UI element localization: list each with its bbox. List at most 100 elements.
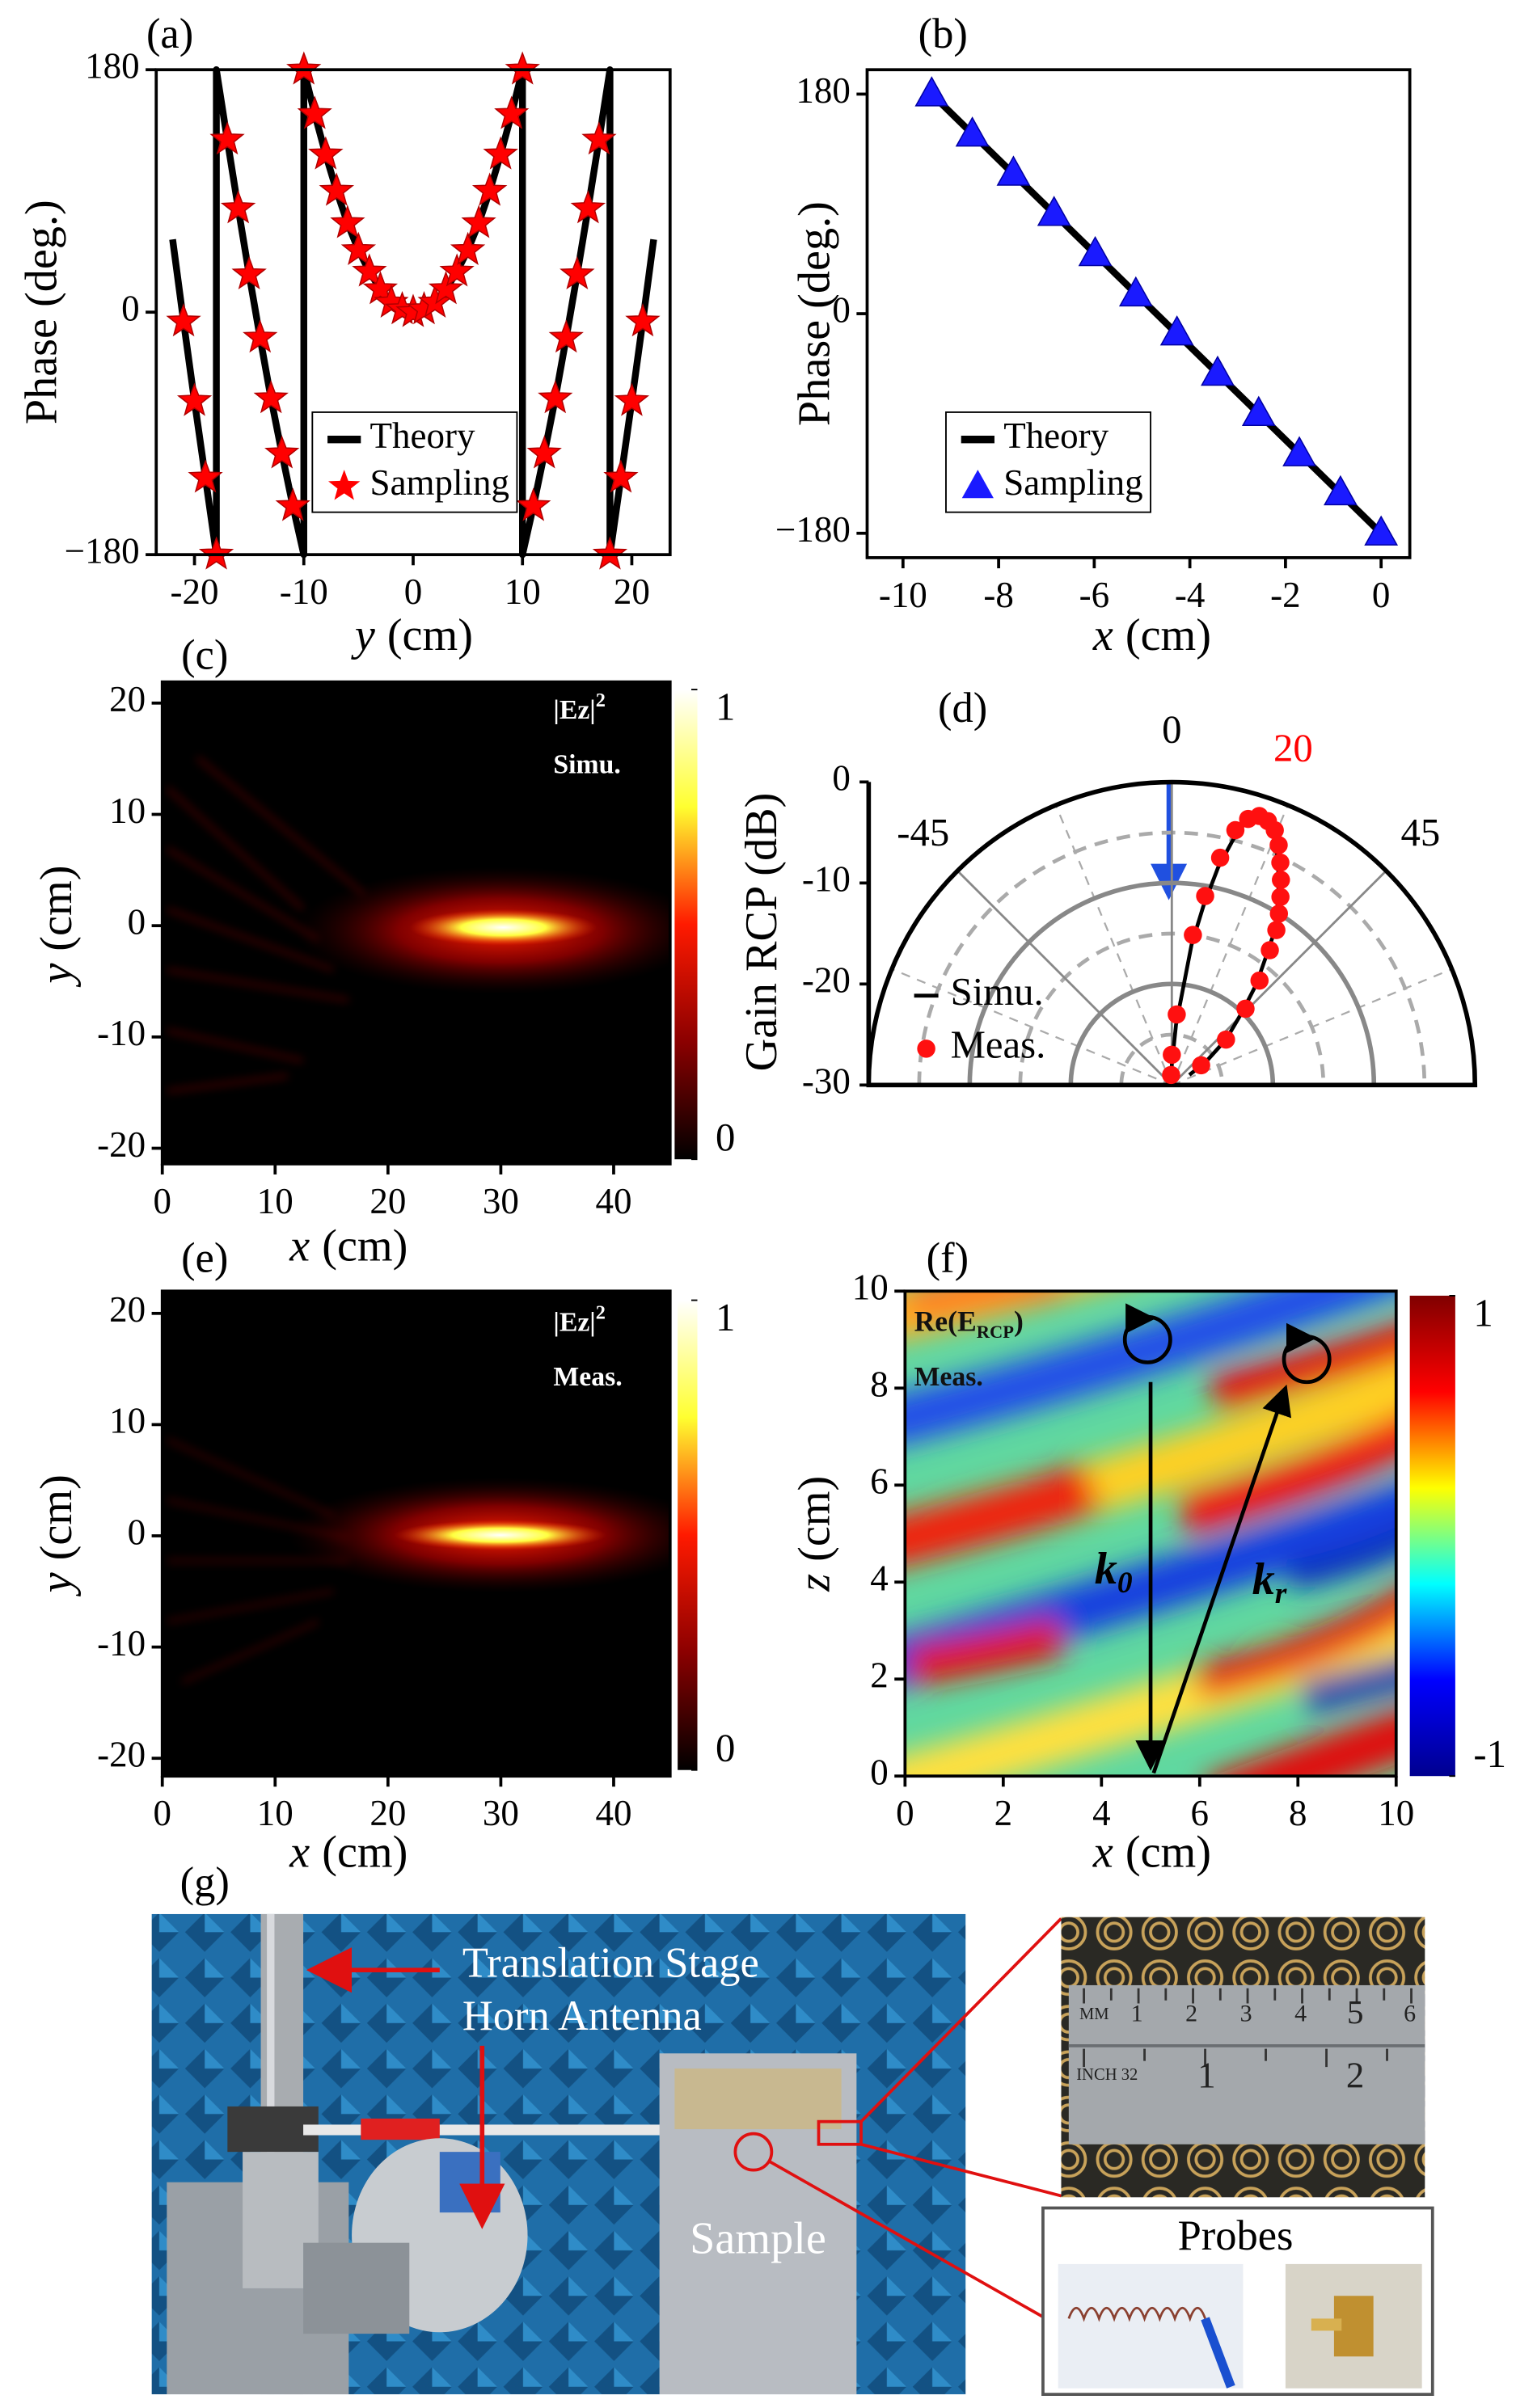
triangle-marker bbox=[1201, 355, 1235, 386]
text-part: (cm) bbox=[789, 1476, 839, 1562]
x-axis-label: x (cm) bbox=[1092, 1827, 1211, 1877]
triangle-marker bbox=[996, 155, 1031, 186]
x-tick-label: 0 bbox=[153, 1181, 171, 1221]
r-tick-label: -30 bbox=[802, 1061, 851, 1102]
data-point bbox=[1250, 971, 1269, 990]
star-marker bbox=[188, 459, 223, 493]
grid-spoke bbox=[1171, 870, 1387, 1086]
ruler-text: 1 bbox=[1131, 2000, 1143, 2026]
star-marker bbox=[625, 303, 661, 337]
colorbar-tick-label: 0 bbox=[716, 1115, 735, 1159]
legend-box bbox=[311, 411, 518, 513]
text-part: |Ez| bbox=[553, 1307, 595, 1337]
annotation: |Ez|2 bbox=[553, 690, 606, 725]
legend-label: Theory bbox=[1003, 415, 1108, 456]
connector bbox=[860, 2142, 1062, 2198]
data-point bbox=[1184, 926, 1202, 944]
y-tick-label: 8 bbox=[870, 1364, 889, 1405]
x-tick-label: 2 bbox=[994, 1793, 1013, 1833]
text-part: 2 bbox=[596, 1301, 606, 1323]
y-tick-label: 20 bbox=[109, 1289, 146, 1330]
data-point bbox=[1269, 836, 1288, 854]
text-part: RCP bbox=[977, 1322, 1014, 1342]
panel-label: (g) bbox=[180, 1859, 230, 1906]
data-point bbox=[1226, 820, 1245, 840]
ruler-text: 4 bbox=[1294, 2000, 1307, 2026]
minor-grid-spoke bbox=[1054, 804, 1173, 1086]
x-axis-label: x (cm) bbox=[1092, 610, 1211, 660]
x-tick-label: -20 bbox=[171, 571, 219, 612]
connector bbox=[767, 2159, 1047, 2321]
text-part: (cm) bbox=[32, 1474, 82, 1560]
x-tick-label: 6 bbox=[1191, 1793, 1210, 1833]
connector bbox=[859, 1917, 1062, 2123]
photo-label: Sample bbox=[690, 2214, 826, 2264]
y-tick-label: 10 bbox=[109, 1401, 146, 1441]
star-marker bbox=[340, 231, 377, 265]
plot-frame bbox=[903, 1289, 1398, 1778]
triangle-marker bbox=[1364, 515, 1399, 546]
star-marker bbox=[461, 205, 496, 238]
star-marker bbox=[352, 253, 387, 287]
star-marker bbox=[570, 190, 606, 224]
legend-label: Theory bbox=[370, 415, 475, 456]
vector-label: k0 bbox=[1095, 1544, 1133, 1600]
x-tick-label: 10 bbox=[257, 1793, 293, 1833]
x-tick-label: -2 bbox=[1270, 575, 1300, 615]
colorbar-tick-label: 1 bbox=[716, 1296, 735, 1339]
star-marker bbox=[231, 255, 267, 289]
star-marker bbox=[581, 121, 617, 155]
y-tick-label: 20 bbox=[109, 679, 146, 719]
ruler-text: MM bbox=[1079, 2005, 1109, 2023]
text-part: 2 bbox=[596, 690, 606, 711]
text-part: r bbox=[1275, 1577, 1287, 1610]
star-marker bbox=[198, 536, 234, 570]
triangle-marker bbox=[1241, 395, 1276, 427]
ruler-text: 5 bbox=[1347, 1993, 1364, 2031]
star-marker bbox=[264, 435, 300, 469]
y-tick-label: -20 bbox=[97, 1735, 146, 1775]
x-tick-label: 0 bbox=[404, 571, 422, 612]
annotation: Re(ERCP) bbox=[914, 1305, 1024, 1342]
legend-label: Simu. bbox=[951, 970, 1044, 1014]
data-point bbox=[1236, 999, 1255, 1018]
triangle-marker bbox=[1324, 474, 1358, 506]
x-tick-label: 0 bbox=[896, 1793, 914, 1833]
legend-swatch bbox=[961, 470, 994, 499]
y-axis-label: Phase (deg.) bbox=[16, 200, 66, 424]
x-tick-label: 40 bbox=[595, 1793, 631, 1833]
photo-label: Translation Stage bbox=[462, 1939, 759, 1986]
x-tick-label: 10 bbox=[1378, 1793, 1414, 1833]
x-tick-label: -10 bbox=[280, 571, 328, 612]
data-point bbox=[1267, 921, 1286, 939]
data-point bbox=[1265, 820, 1284, 840]
ruler-text: 6 bbox=[1404, 2000, 1416, 2026]
y-axis-label: y (cm) bbox=[32, 1474, 82, 1596]
data-point bbox=[1168, 1005, 1186, 1024]
plot-frame bbox=[160, 1289, 672, 1778]
x-tick-label: -4 bbox=[1175, 575, 1205, 615]
legend-swatch bbox=[328, 470, 361, 500]
y-axis-label: Gain RCP (dB) bbox=[737, 793, 787, 1072]
y-tick-label: 10 bbox=[109, 791, 146, 831]
data-point bbox=[1269, 905, 1289, 923]
legend-label: Sampling bbox=[1003, 462, 1142, 503]
text-part: (cm) bbox=[1125, 1827, 1211, 1877]
triangle-marker bbox=[1037, 196, 1071, 226]
x-tick-label: 40 bbox=[595, 1181, 631, 1221]
r-tick-label: -10 bbox=[802, 859, 851, 900]
data-point bbox=[1272, 871, 1290, 889]
text-part: x bbox=[289, 1827, 310, 1877]
polar-frame bbox=[866, 779, 1478, 1088]
colorbar-tick-label: -1 bbox=[1473, 1732, 1506, 1776]
r-tick-label: 0 bbox=[832, 758, 851, 799]
star-marker bbox=[209, 121, 245, 155]
probes-box: Probes bbox=[1041, 2206, 1434, 2397]
panel-label: (e) bbox=[181, 1235, 228, 1282]
star-marker bbox=[538, 380, 573, 414]
text-part: (cm) bbox=[322, 1827, 408, 1877]
annotation: |Ez|2 bbox=[553, 1301, 606, 1337]
panel-label: (b) bbox=[918, 11, 968, 57]
y-tick-label: -20 bbox=[97, 1124, 146, 1165]
